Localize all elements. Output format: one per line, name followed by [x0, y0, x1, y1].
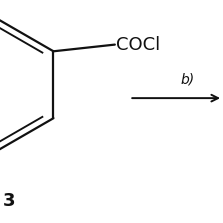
Text: 3: 3: [3, 192, 15, 210]
Text: COCl: COCl: [116, 36, 160, 54]
Text: b): b): [180, 73, 194, 87]
